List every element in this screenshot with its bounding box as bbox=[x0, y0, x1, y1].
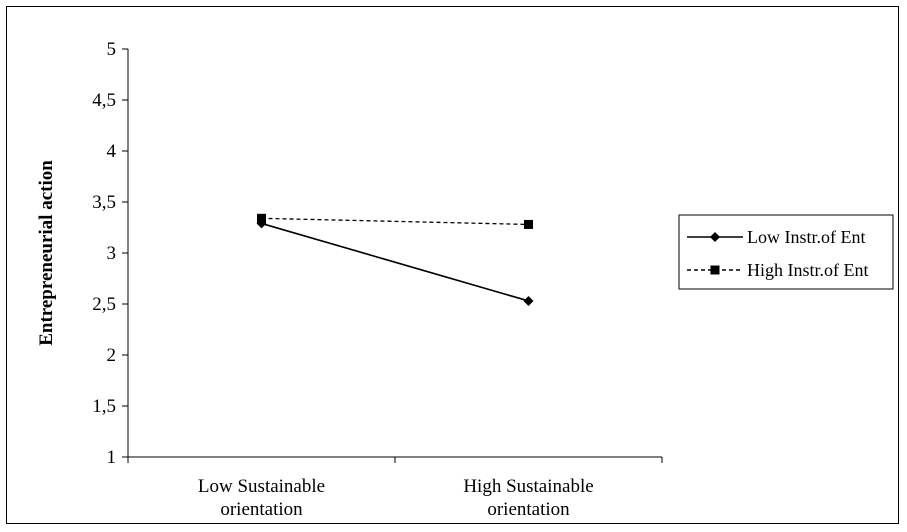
y-tick-label: 2,5 bbox=[92, 294, 116, 315]
legend-marker-diamond bbox=[710, 232, 720, 242]
y-tick-label: 4 bbox=[107, 141, 117, 162]
x-categories: Low Sustainable orientation High Sustainab… bbox=[127, 457, 663, 520]
y-ticks: 1 1,5 2 2,5 3 3,5 4 4,5 5 bbox=[92, 39, 128, 468]
y-axis-title: Entrepreneurial action bbox=[36, 160, 57, 346]
data-point-diamond bbox=[523, 295, 534, 306]
series-markers bbox=[256, 213, 534, 306]
axes bbox=[127, 49, 662, 458]
x-category-label: High Sustainable orientation bbox=[463, 476, 593, 520]
y-tick-label: 3,5 bbox=[92, 192, 116, 213]
y-tick-label: 2 bbox=[107, 345, 117, 366]
y-tick-label: 3 bbox=[107, 243, 117, 264]
data-point-square bbox=[524, 219, 533, 229]
data-point-square bbox=[257, 213, 266, 223]
legend: Low Instr.of Ent High Instr.of Ent bbox=[678, 214, 894, 290]
series-lines bbox=[261, 217, 529, 302]
legend-label-1: Low Instr.of Ent bbox=[747, 227, 866, 247]
y-tick-label: 5 bbox=[107, 39, 117, 60]
series-line-2 bbox=[261, 217, 529, 226]
y-tick-label: 1,5 bbox=[92, 396, 116, 417]
x-category-label: Low Sustainable orientation bbox=[198, 476, 325, 520]
legend-marker-square bbox=[710, 265, 720, 275]
y-tick-label: 1 bbox=[107, 447, 117, 468]
legend-box bbox=[678, 214, 894, 290]
legend-label-2: High Instr.of Ent bbox=[747, 260, 869, 280]
y-tick-label: 4,5 bbox=[92, 90, 116, 111]
series-line-1 bbox=[261, 222, 529, 302]
